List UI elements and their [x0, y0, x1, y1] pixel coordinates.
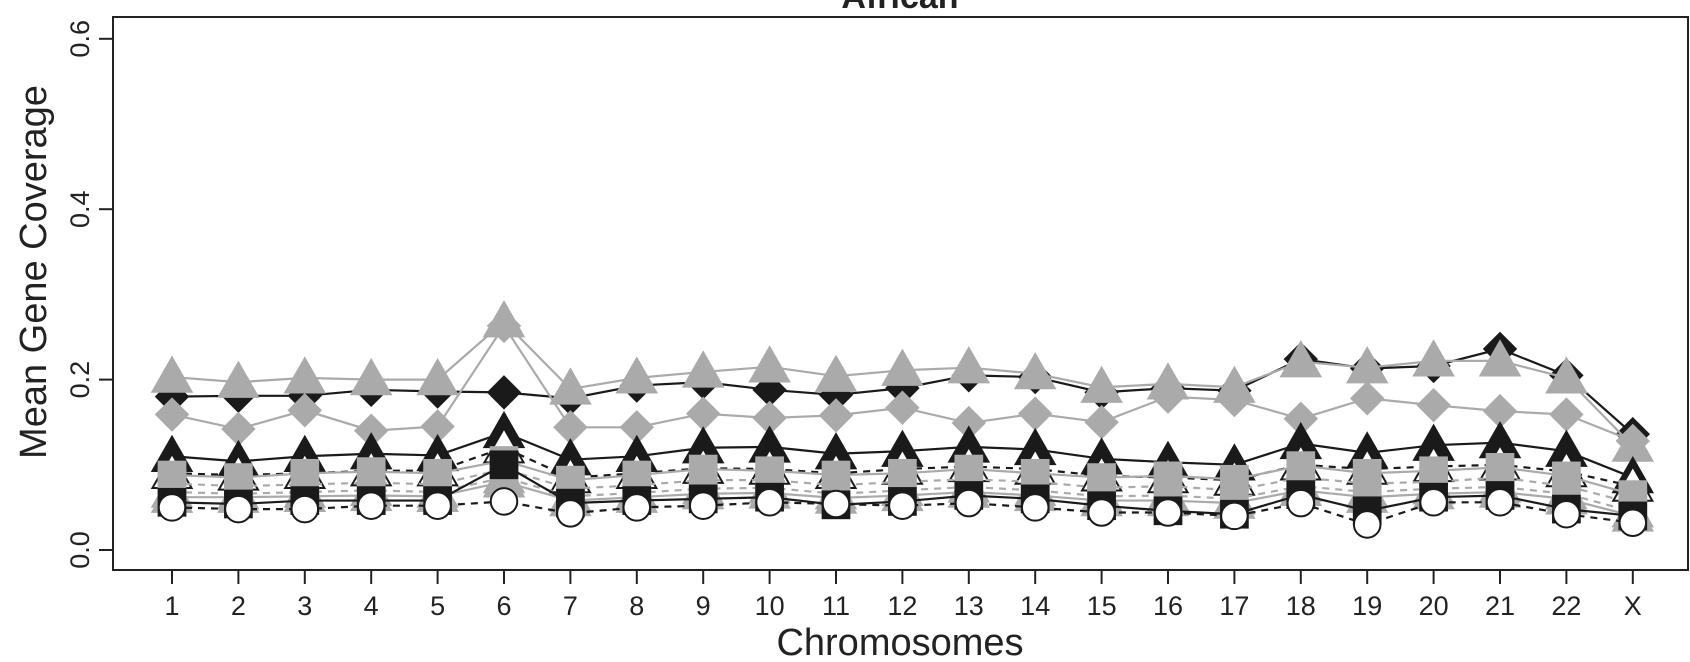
- data-point-diamond: [486, 375, 522, 410]
- x-tick-label: 10: [755, 591, 785, 621]
- x-tick-label: 22: [1551, 591, 1581, 621]
- series-line: [171, 467, 1634, 505]
- x-tick-label: 5: [430, 591, 445, 621]
- chart-title: African: [841, 0, 958, 16]
- data-point-circle: [556, 499, 585, 528]
- y-axis-title: Mean Gene Coverage: [13, 85, 55, 459]
- data-point-circle: [1087, 498, 1116, 527]
- series-10: [157, 487, 1648, 539]
- data-point-circle: [1485, 488, 1515, 517]
- data-point-circle: [888, 491, 917, 520]
- y-tick-label: 0.6: [65, 20, 95, 58]
- data-point-triangle: [681, 350, 725, 388]
- data-point-diamond: [1017, 396, 1053, 431]
- data-point-circle: [224, 494, 253, 524]
- data-point-diamond: [287, 393, 323, 428]
- data-point-triangle: [881, 348, 924, 386]
- data-point-triangle: [1080, 365, 1123, 403]
- data-point-diamond: [154, 397, 190, 432]
- data-point-circle: [356, 491, 386, 520]
- x-tick-label: 11: [822, 591, 850, 621]
- data-point-circle: [1618, 508, 1648, 537]
- data-point-triangle: [217, 360, 260, 398]
- x-tick-label: 17: [1219, 591, 1249, 621]
- data-point-diamond: [1549, 397, 1584, 432]
- data-point-diamond: [1349, 381, 1385, 416]
- data-point-triangle: [1545, 356, 1588, 394]
- series-layer: [150, 300, 1655, 539]
- data-point-diamond: [1416, 387, 1451, 423]
- data-point-triangle: [283, 356, 327, 394]
- y-tick-label: 0.2: [65, 361, 95, 399]
- data-point-triangle: [1478, 339, 1522, 377]
- data-point-circle: [1020, 493, 1050, 522]
- data-point-triangle: [349, 358, 393, 396]
- data-point-circle: [1220, 501, 1249, 531]
- data-point-triangle: [416, 358, 459, 396]
- data-point-diamond: [818, 398, 854, 433]
- data-point-circle: [1419, 488, 1448, 517]
- x-tick-label: 2: [231, 591, 246, 621]
- data-point-triangle: [615, 356, 659, 394]
- data-point-triangle: [150, 355, 194, 393]
- x-tick-label: 19: [1352, 591, 1382, 621]
- x-tick-label: 15: [1087, 591, 1117, 621]
- data-point-circle: [489, 487, 519, 516]
- axes-layer: 0.00.20.40.61 2 3 4 5 6 7 8 9 10 11 12 13 14 15 16 17 18 1…: [65, 20, 1642, 621]
- data-point-triangle: [748, 345, 791, 383]
- data-point-circle: [1153, 498, 1183, 527]
- x-axis-title: Chromosomes: [776, 622, 1023, 662]
- data-point-diamond: [1084, 404, 1119, 440]
- x-tick-label: 20: [1419, 591, 1449, 621]
- data-point-diamond: [1150, 379, 1186, 414]
- x-tick-label: 14: [1020, 591, 1050, 621]
- data-point-triangle: [1279, 340, 1323, 378]
- x-tick-label: 18: [1286, 591, 1316, 621]
- x-tick-label: 6: [496, 591, 511, 621]
- data-point-diamond: [685, 396, 721, 431]
- x-tick-label: 21: [1485, 591, 1515, 621]
- data-point-circle: [688, 491, 718, 520]
- x-tick-label: 7: [563, 591, 578, 621]
- series-line: [171, 476, 1634, 513]
- data-point-circle: [290, 494, 320, 524]
- data-point-triangle: [1412, 339, 1455, 377]
- data-point-diamond: [1217, 382, 1252, 418]
- x-tick-label: 1: [164, 591, 179, 621]
- data-point-circle: [1286, 488, 1316, 518]
- data-point-triangle: [549, 367, 592, 405]
- y-tick-label: 0.0: [65, 531, 95, 569]
- data-point-circle: [423, 491, 452, 520]
- data-point-diamond: [885, 390, 920, 425]
- x-tick-label: 13: [954, 591, 984, 621]
- x-tick-label: X: [1624, 591, 1642, 621]
- data-point-circle: [157, 493, 187, 522]
- data-point-circle: [1352, 510, 1382, 539]
- data-point-triangle: [1013, 352, 1057, 390]
- x-tick-label: 3: [297, 591, 312, 621]
- x-tick-label: 8: [629, 591, 644, 621]
- data-point-circle: [755, 488, 784, 517]
- x-tick-label: 12: [887, 591, 917, 621]
- x-tick-label: 9: [696, 591, 711, 621]
- data-point-circle: [622, 493, 652, 522]
- data-point-square: [489, 450, 519, 480]
- data-point-diamond: [486, 308, 522, 344]
- data-point-circle: [954, 488, 984, 518]
- x-tick-label: 4: [364, 591, 379, 621]
- x-tick-label: 16: [1153, 591, 1183, 621]
- y-tick-label: 0.4: [65, 190, 95, 228]
- data-point-circle: [821, 489, 851, 519]
- data-point-circle: [1552, 499, 1581, 529]
- data-point-triangle: [814, 354, 858, 392]
- data-point-triangle: [947, 346, 991, 384]
